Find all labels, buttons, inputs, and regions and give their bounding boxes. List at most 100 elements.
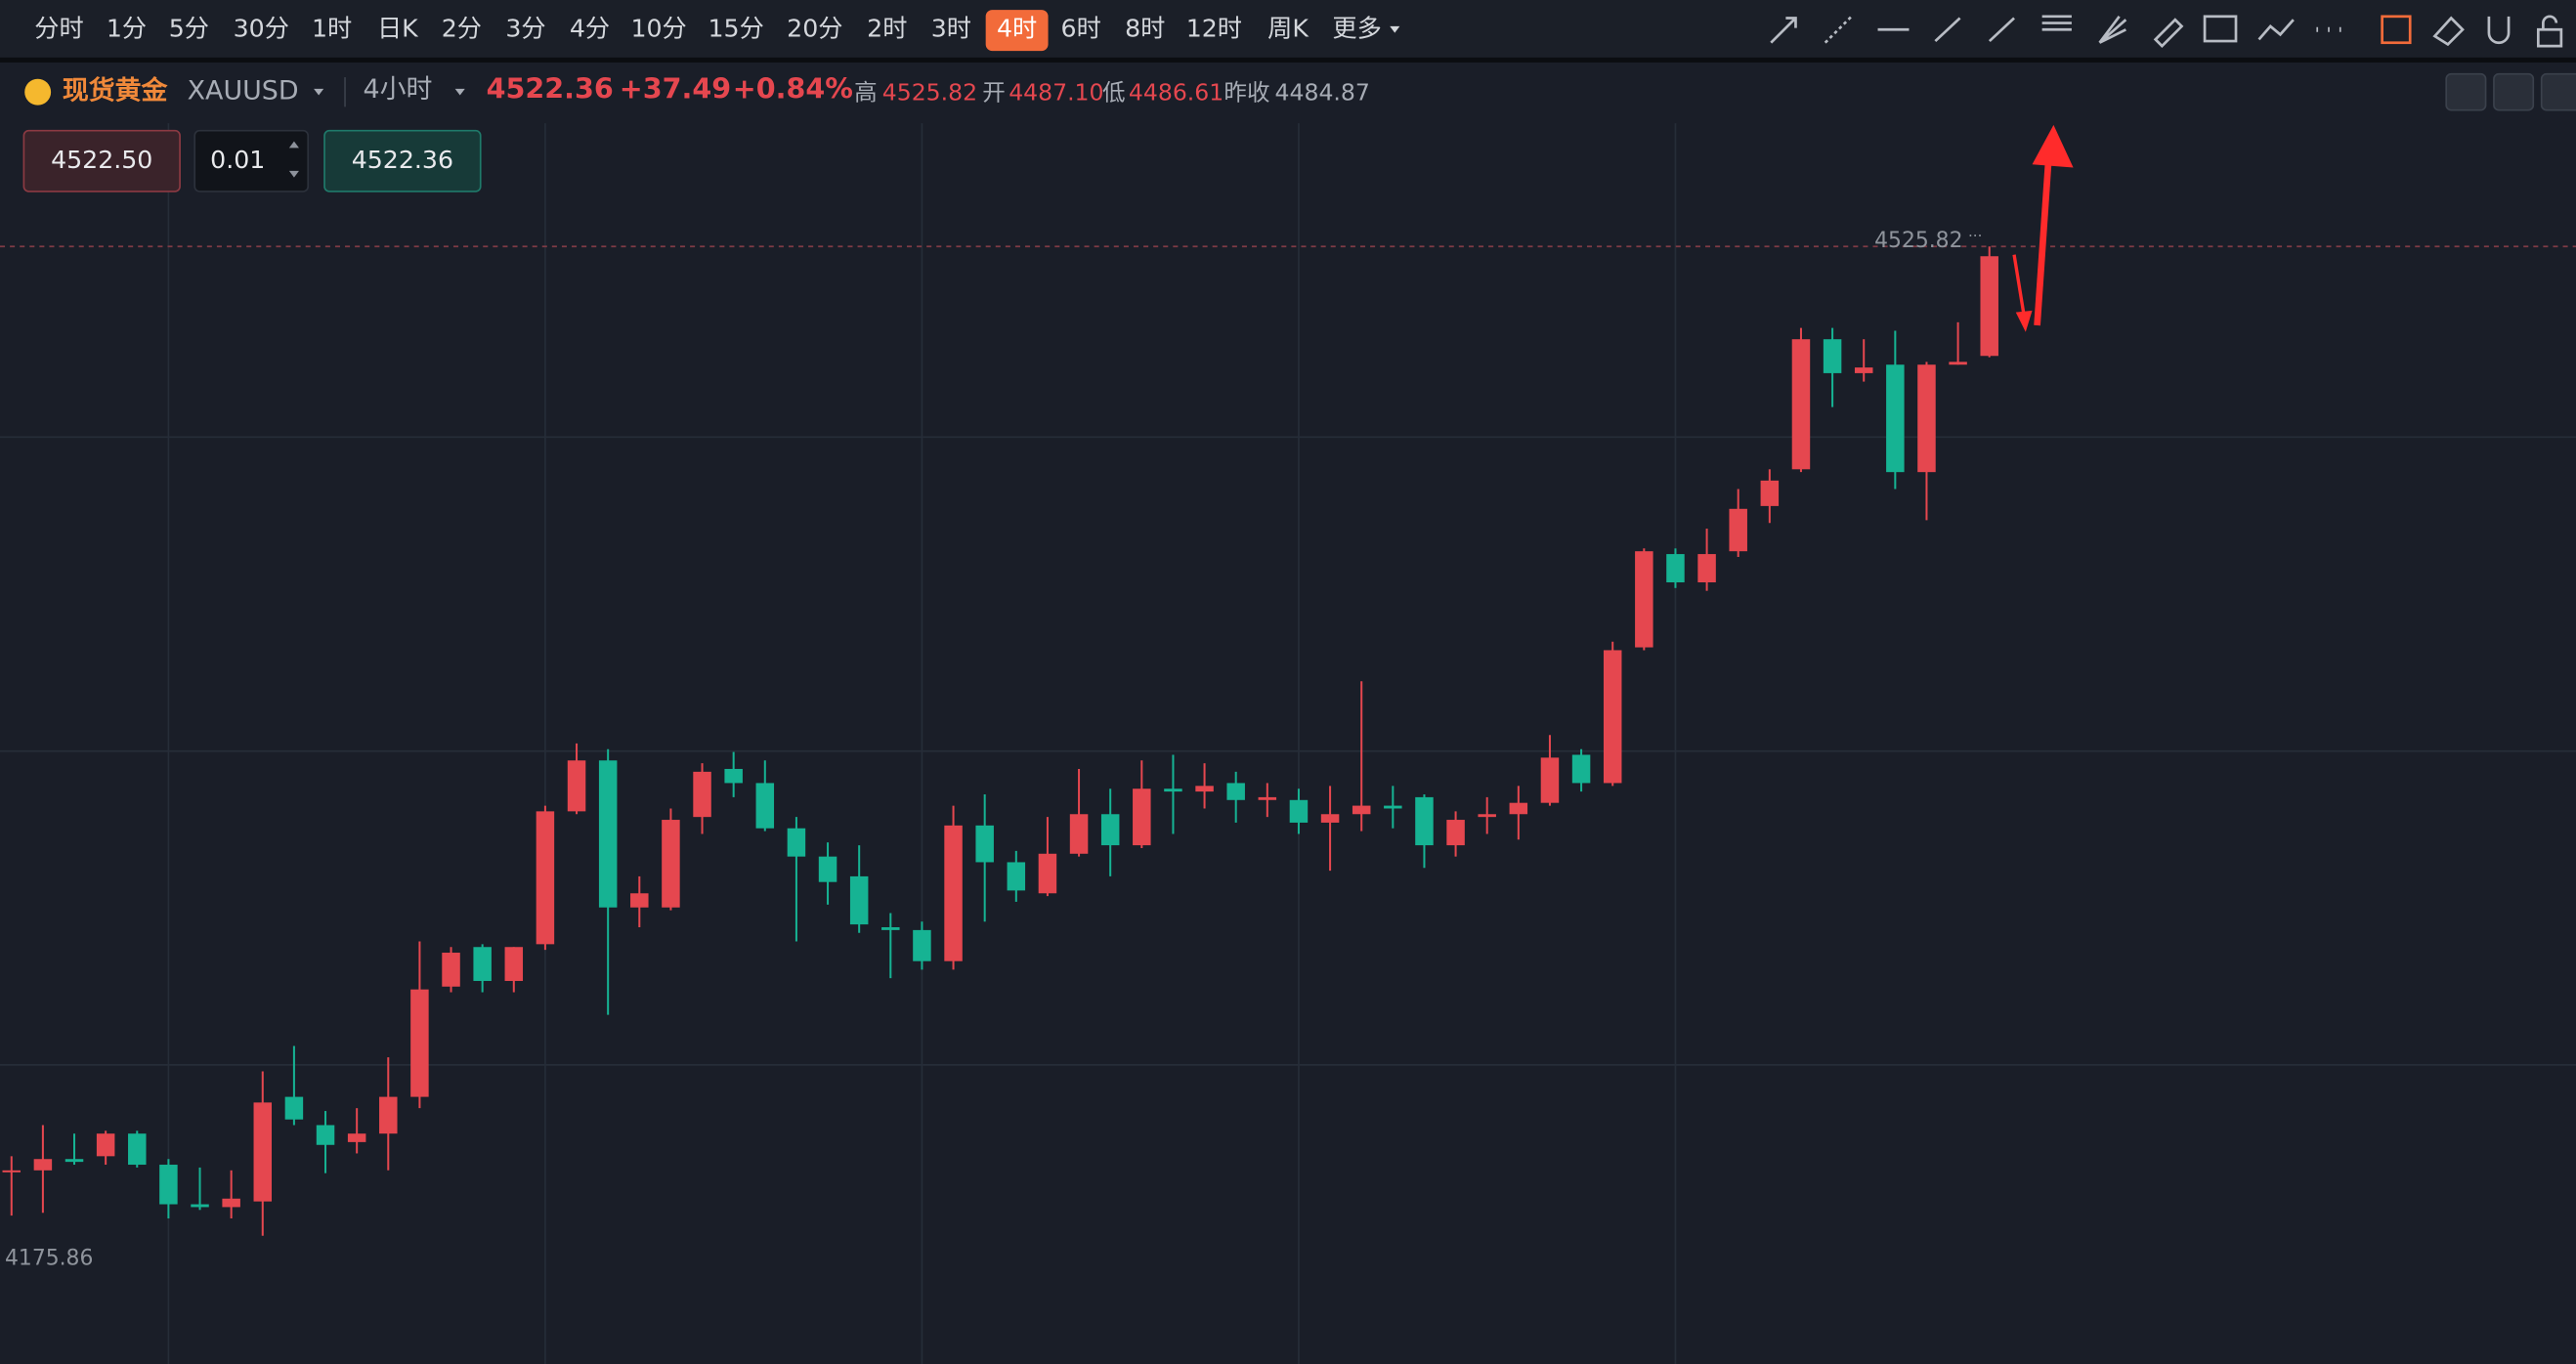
interval-button[interactable]: 3分 [505, 14, 545, 42]
high-label-dots: ··· [1968, 228, 1982, 245]
interval-button[interactable]: 1时 [312, 14, 352, 42]
stat-value: 4486.61 [1129, 78, 1224, 106]
sell-price[interactable]: 4522.50 [51, 146, 152, 174]
tool-arrow[interactable] [1770, 17, 1797, 44]
candle-body [128, 1133, 147, 1166]
stat-label: 低 [1102, 78, 1126, 106]
interval-button[interactable]: 15分 [708, 14, 763, 42]
candle-body [724, 768, 743, 784]
arrow-shaft [2012, 254, 2026, 317]
buy-price[interactable]: 4522.36 [352, 146, 453, 174]
interval-button[interactable]: 6时 [1061, 14, 1101, 42]
interval-button[interactable]: 4时 [997, 14, 1037, 42]
interval-button[interactable]: 12时 [1186, 14, 1242, 42]
candle-body [1571, 754, 1591, 784]
candle-body [64, 1159, 84, 1163]
candle-body [693, 771, 711, 818]
candle-body [662, 820, 680, 908]
instrument-name: 现货黄金 [63, 75, 169, 107]
candle-body [1823, 339, 1842, 373]
candle-body [347, 1133, 366, 1142]
interval-button[interactable]: 10分 [630, 14, 686, 42]
candle-body [598, 760, 618, 908]
interval-button[interactable]: 4分 [570, 14, 610, 42]
interval-button[interactable]: 1分 [107, 14, 147, 42]
candle-body [1352, 805, 1371, 815]
stat-label: 昨收 [1224, 78, 1269, 106]
stat-label: 开 [982, 78, 1006, 106]
interval-button[interactable]: 日K [377, 14, 419, 42]
tool-brush[interactable] [2153, 18, 2184, 48]
candle-body [442, 953, 460, 987]
low-label: 4175.86 [5, 1246, 93, 1270]
qty[interactable]: 0.01 [210, 146, 265, 174]
candle-body [96, 1133, 115, 1157]
candle-body [1917, 364, 1936, 473]
candle-body [1854, 367, 1873, 373]
indicator-button[interactable] [2445, 72, 2487, 111]
candle-body [1038, 853, 1057, 894]
interval-button[interactable]: 更多 [1332, 14, 1381, 42]
interval-button[interactable]: 分时 [34, 14, 83, 42]
chart-buttons [2445, 72, 2576, 111]
toolbar [0, 0, 2576, 60]
interval[interactable]: 4小时 [364, 74, 433, 105]
tool-fan[interactable] [2098, 16, 2127, 44]
candle-body [1195, 786, 1214, 792]
qty-box[interactable] [193, 129, 310, 192]
annotation-arrows [2012, 124, 2074, 332]
candle-body [944, 825, 963, 961]
settings-button[interactable] [2540, 72, 2576, 111]
tool-image[interactable] [2203, 15, 2238, 43]
candle-body [1949, 362, 1967, 365]
candle-body [1666, 554, 1685, 583]
candle-body [253, 1102, 273, 1202]
candle-body [504, 947, 524, 981]
candle-body [536, 811, 555, 945]
tool-lock[interactable] [2536, 15, 2563, 48]
candle-body [1289, 799, 1309, 823]
interval-button[interactable]: 2分 [442, 14, 482, 42]
interval-button[interactable]: 2时 [867, 14, 907, 42]
candle-body [2, 1170, 21, 1172]
candle-body [787, 828, 806, 857]
caret [454, 88, 465, 96]
stat-value: 4484.87 [1275, 78, 1370, 106]
tool-segment[interactable] [1934, 17, 1961, 43]
candle-body [1540, 757, 1560, 803]
tool-edit[interactable] [2381, 15, 2412, 45]
candle-body [159, 1165, 178, 1205]
stat-value: 4525.82 [882, 78, 977, 106]
candle-body [1384, 805, 1402, 809]
candle-body [1980, 256, 1998, 357]
candle-body [975, 825, 994, 863]
draw-button[interactable] [2493, 72, 2535, 111]
tool-eraser[interactable] [2432, 16, 2465, 47]
candle-body [630, 893, 649, 908]
candle-body [284, 1096, 304, 1120]
sell-box[interactable] [22, 129, 181, 192]
tool-line[interactable] [1988, 17, 2015, 43]
candle-body [1886, 364, 1905, 473]
interval-button[interactable]: 3时 [931, 14, 971, 42]
tool-pattern[interactable] [2257, 19, 2295, 41]
tool-fib[interactable] [2041, 15, 2072, 31]
interval-button[interactable]: 30分 [234, 14, 289, 42]
stat-value: 4487.10 [1009, 78, 1103, 106]
candle-body [1478, 814, 1496, 818]
tool-magnet[interactable] [2487, 16, 2511, 45]
interval-button[interactable]: 5分 [169, 14, 209, 42]
symbol[interactable]: XAUUSD [188, 76, 299, 107]
interval-button[interactable]: 周K [1267, 14, 1309, 42]
candle-body [1258, 796, 1277, 800]
interval-button[interactable]: 8时 [1125, 14, 1165, 42]
arrow-shaft [2034, 157, 2052, 326]
arrow-head [2015, 310, 2033, 332]
interval-button[interactable]: 20分 [787, 14, 842, 42]
buy-box[interactable] [323, 129, 482, 192]
candle-body [1100, 814, 1120, 846]
candle-body [1603, 650, 1622, 784]
candle-body [881, 926, 900, 930]
candle-body [1509, 802, 1528, 815]
